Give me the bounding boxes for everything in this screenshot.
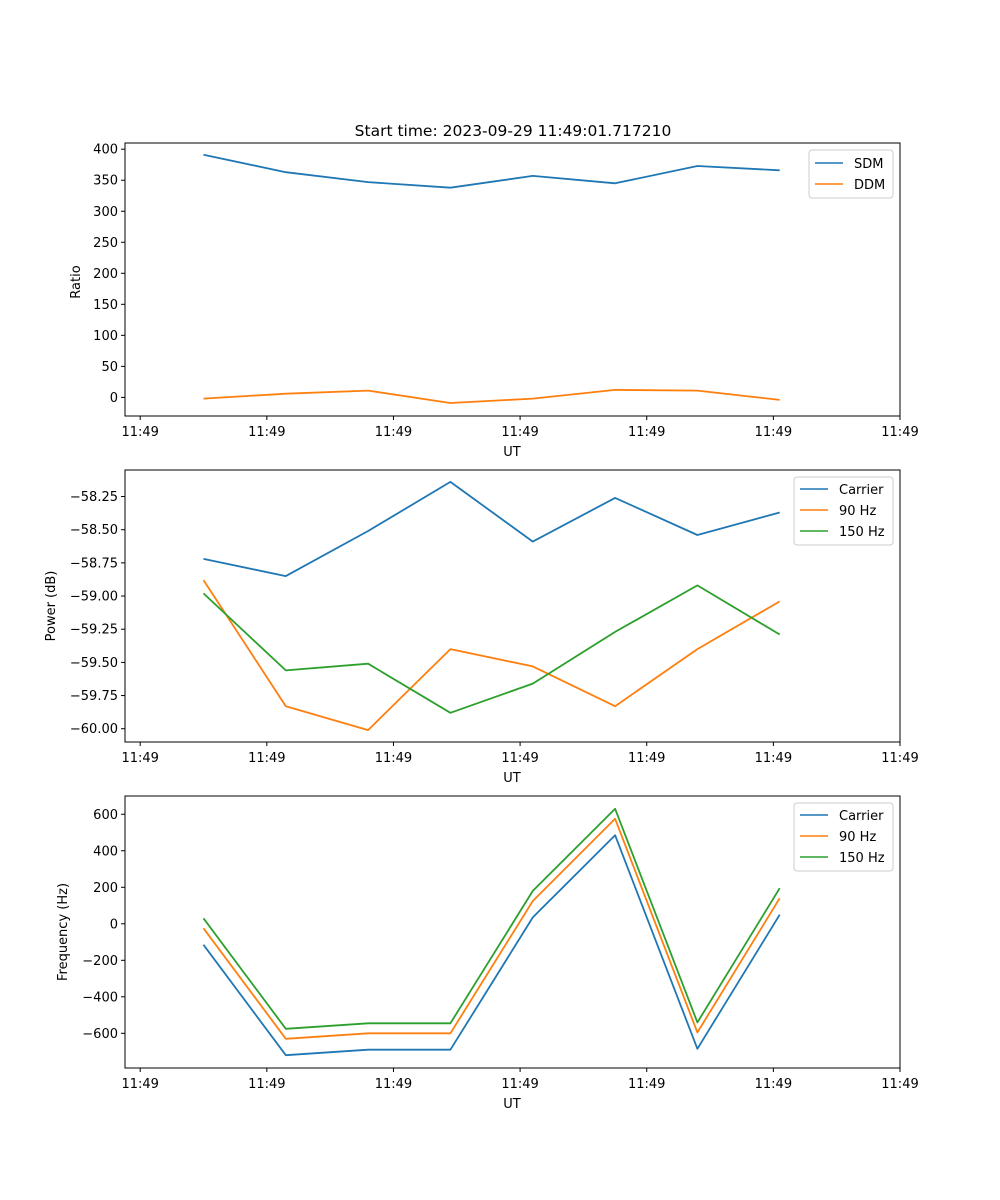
power-subplot: −60.00 −59.75 −59.50 −59.25 −59.00 −58.75 −58.…: [44, 469, 919, 786]
ratio-subplot: 0 50 100 150 200 250 300 350 400 11:49 11:49 11:49…: [69, 142, 919, 460]
figure-title: Start time: 2023-09-29 11:49:01.717210: [355, 122, 672, 140]
power-x-tick-label: 11:49: [628, 751, 665, 766]
ratio-series-line-sdm: [203, 153, 780, 189]
frequency-y-tick-label: −200: [82, 954, 118, 969]
frequency-legend: Carrier 90 Hz 150 Hz: [793, 802, 894, 872]
frequency-y-tick-label: −400: [82, 990, 118, 1005]
ratio-x-tick-label: 11:49: [375, 425, 412, 440]
frequency-legend-label-90hz: 90 Hz: [839, 830, 876, 845]
frequency-subplot: −600 −400 −200 0 200 400 600 11:49 11:49 11:49 11…: [56, 795, 919, 1112]
power-y-tick-label: −59.50: [70, 656, 118, 671]
power-series-line-90hz: [202, 579, 781, 731]
power-x-axis-label: UT: [503, 771, 521, 786]
frequency-legend-label-carrier: Carrier: [839, 809, 884, 824]
frequency-y-tick-label: 0: [110, 917, 118, 932]
power-y-tick-label: −59.25: [70, 623, 118, 638]
ratio-x-tick-label: 11:49: [248, 425, 285, 440]
power-y-tick-label: −58.75: [70, 556, 118, 571]
ratio-x-axis-label: UT: [503, 445, 521, 460]
ratio-x-tick-label: 11:49: [628, 425, 665, 440]
power-plot-frame: [124, 469, 901, 743]
ratio-legend-label-sdm: SDM: [854, 157, 883, 172]
frequency-x-tick-label: 11:49: [755, 1077, 792, 1092]
ratio-y-tick-label: 200: [93, 267, 118, 282]
frequency-x-tick-label: 11:49: [628, 1077, 665, 1092]
frequency-y-ticks: −600 −400 −200 0 200 400 600: [82, 808, 125, 1042]
ratio-x-tick-label: 11:49: [121, 425, 158, 440]
power-x-tick-label: 11:49: [121, 751, 158, 766]
ratio-plot-frame: [124, 142, 901, 417]
power-lines: [202, 480, 781, 731]
ratio-y-tick-label: 350: [93, 174, 118, 189]
frequency-y-tick-label: 400: [93, 844, 118, 859]
ratio-y-axis-label: Ratio: [69, 265, 84, 298]
power-y-tick-label: −58.50: [70, 523, 118, 538]
power-x-tick-label: 11:49: [375, 751, 412, 766]
power-x-tick-label: 11:49: [755, 751, 792, 766]
frequency-y-tick-label: 200: [93, 881, 118, 896]
ratio-y-tick-label: 250: [93, 236, 118, 251]
ratio-y-ticks: 0 50 100 150 200 250 300 350 400: [93, 143, 125, 406]
ratio-y-tick-label: 50: [101, 360, 118, 375]
ratio-legend-label-ddm: DDM: [854, 178, 885, 193]
power-y-tick-label: −58.25: [70, 490, 118, 505]
frequency-legend-box: [793, 802, 894, 872]
frequency-plot-frame: [124, 795, 901, 1069]
frequency-x-tick-label: 11:49: [121, 1077, 158, 1092]
ratio-series-line-ddm: [203, 388, 780, 404]
frequency-lines: [202, 807, 781, 1057]
frequency-x-tick-label: 11:49: [248, 1077, 285, 1092]
frequency-x-axis-label: UT: [503, 1097, 521, 1112]
power-y-axis-label: Power (dB): [44, 571, 59, 642]
ratio-y-tick-label: 400: [93, 143, 118, 158]
power-legend-label-90hz: 90 Hz: [839, 504, 876, 519]
power-legend-label-carrier: Carrier: [839, 483, 884, 498]
power-y-tick-label: −59.00: [70, 590, 118, 605]
frequency-y-tick-label: −600: [82, 1027, 118, 1042]
power-y-tick-label: −59.75: [70, 689, 118, 704]
power-x-tick-label: 11:49: [881, 751, 918, 766]
ratio-y-tick-label: 300: [93, 205, 118, 220]
ratio-x-tick-label: 11:49: [881, 425, 918, 440]
power-x-tick-label: 11:49: [501, 751, 538, 766]
ratio-x-tick-label: 11:49: [755, 425, 792, 440]
frequency-series-line-carrier: [202, 834, 781, 1057]
ratio-x-tick-label: 11:49: [501, 425, 538, 440]
frequency-y-axis-label: Frequency (Hz): [56, 883, 71, 981]
frequency-x-tick-label: 11:49: [501, 1077, 538, 1092]
ratio-y-tick-label: 100: [93, 329, 118, 344]
frequency-series-line-90hz: [202, 817, 781, 1040]
power-y-tick-label: −60.00: [70, 722, 118, 737]
power-series-line-150hz: [202, 584, 781, 714]
frequency-series-line-150hz: [202, 807, 781, 1030]
power-legend: Carrier 90 Hz 150 Hz: [793, 476, 894, 546]
power-legend-label-150hz: 150 Hz: [839, 525, 885, 540]
frequency-x-tick-label: 11:49: [881, 1077, 918, 1092]
power-series-line-carrier: [203, 480, 780, 577]
ratio-y-tick-label: 0: [110, 391, 118, 406]
power-legend-box: [793, 476, 894, 546]
power-x-tick-label: 11:49: [248, 751, 285, 766]
power-y-ticks: −60.00 −59.75 −59.50 −59.25 −59.00 −58.75 −58.…: [70, 490, 125, 737]
ratio-y-tick-label: 150: [93, 298, 118, 313]
frequency-x-tick-label: 11:49: [375, 1077, 412, 1092]
ratio-legend-box: [808, 149, 894, 199]
frequency-y-tick-label: 600: [93, 808, 118, 823]
ratio-legend: SDM DDM: [808, 149, 894, 199]
frequency-legend-label-150hz: 150 Hz: [839, 851, 885, 866]
ratio-lines: [203, 153, 780, 404]
